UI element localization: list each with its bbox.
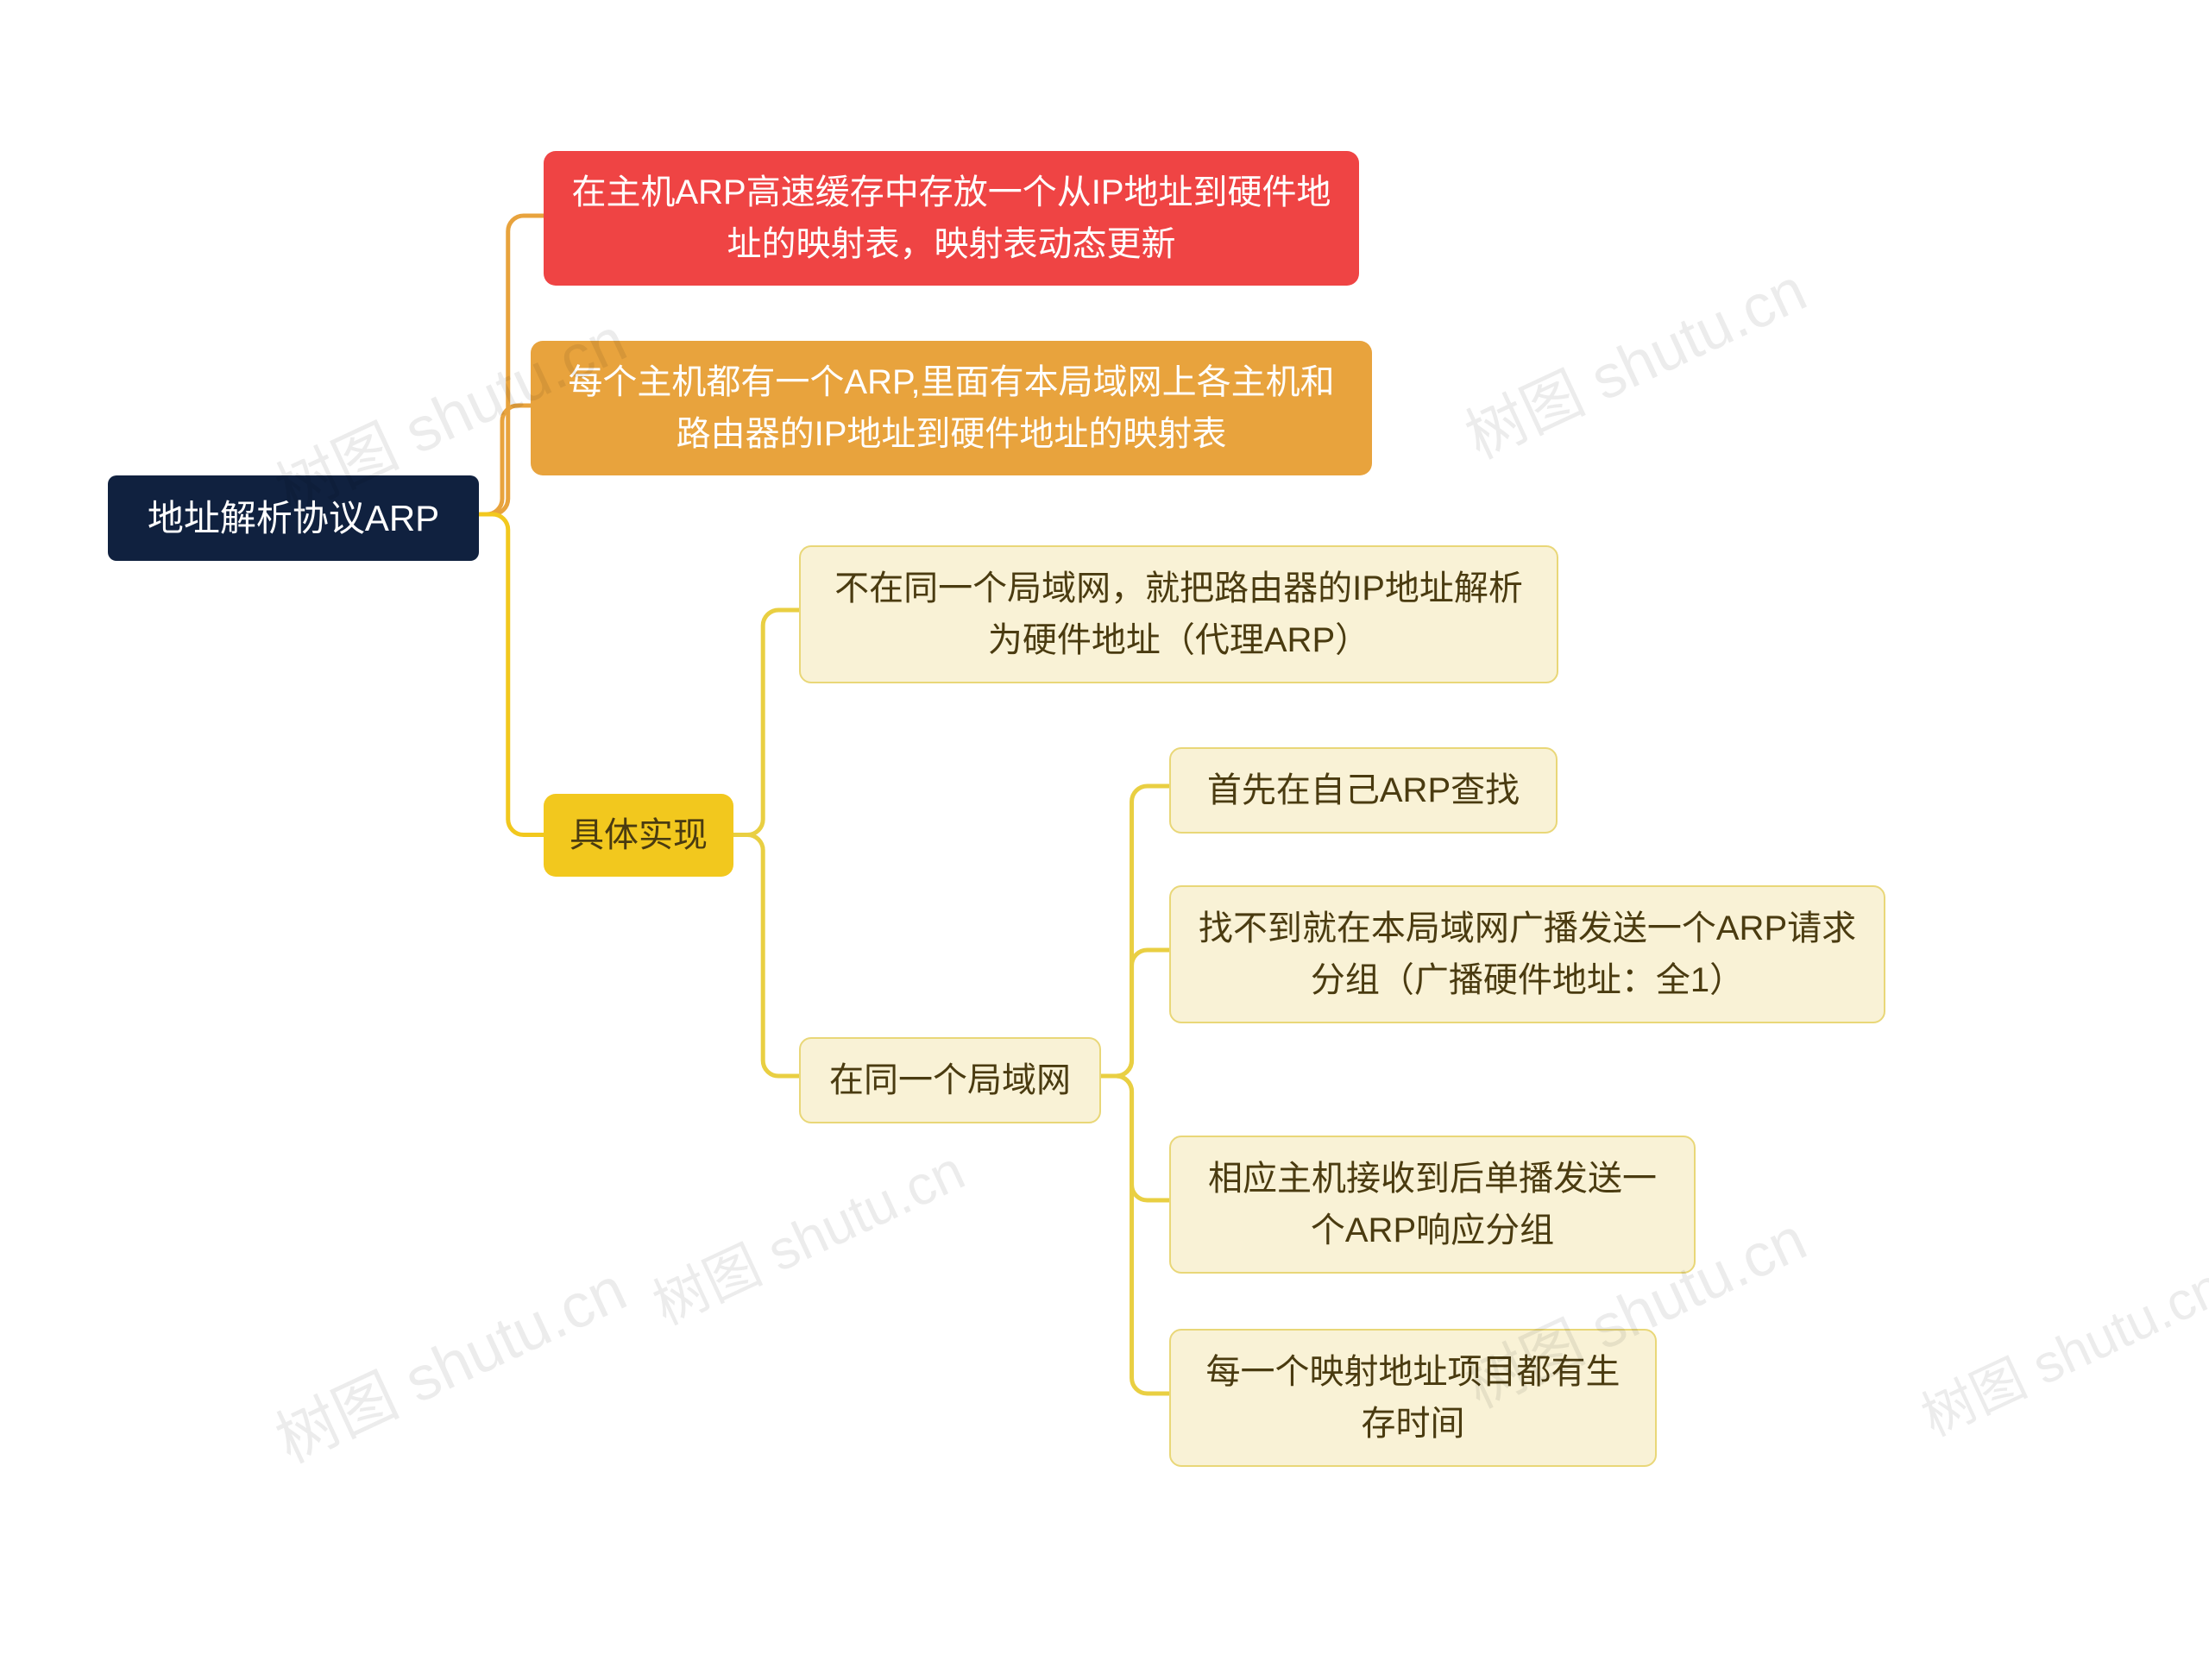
branch-label: 每个主机都有一个ARP,里面有本局域网上各主机和路由器的IP地址到硬件地址的映射… [555, 356, 1348, 460]
connector [733, 835, 799, 1077]
leaf-broadcast-request[interactable]: 找不到就在本局域网广播发送一个ARP请求分组（广播硬件地址：全1） [1169, 885, 1885, 1023]
branch-cache-table[interactable]: 在主机ARP高速缓存中存放一个从IP地址到硬件地址的映射表，映射表动态更新 [544, 151, 1359, 286]
child-same-lan[interactable]: 在同一个局域网 [799, 1037, 1101, 1123]
connector [1101, 786, 1169, 1076]
leaf-unicast-reply[interactable]: 相应主机接收到后单播发送一个ARP响应分组 [1169, 1136, 1696, 1274]
leaf-ttl[interactable]: 每一个映射地址项目都有生存时间 [1169, 1329, 1657, 1467]
branch-label: 具体实现 [570, 809, 708, 861]
watermark: 树图 shutu.cn [639, 1127, 975, 1340]
connector [1101, 1076, 1169, 1200]
child-label: 不在同一个局域网，就把路由器的IP地址解析为硬件地址（代理ARP） [825, 563, 1532, 666]
watermark: 树图 shutu.cn [1450, 242, 1818, 476]
branch-implementation[interactable]: 具体实现 [544, 794, 733, 877]
connector [1101, 1076, 1169, 1394]
leaf-label: 相应主机接收到后单播发送一个ARP响应分组 [1195, 1153, 1670, 1256]
connector [479, 406, 531, 514]
leaf-label: 每一个映射地址项目都有生存时间 [1195, 1346, 1631, 1450]
branch-per-host-arp[interactable]: 每个主机都有一个ARP,里面有本局域网上各主机和路由器的IP地址到硬件地址的映射… [531, 341, 1372, 475]
leaf-lookup-self[interactable]: 首先在自己ARP查找 [1169, 747, 1558, 834]
connector [733, 610, 799, 835]
child-proxy-arp[interactable]: 不在同一个局域网，就把路由器的IP地址解析为硬件地址（代理ARP） [799, 545, 1558, 683]
root-node[interactable]: 地址解析协议ARP [108, 475, 479, 561]
connector [479, 514, 544, 835]
watermark: 树图 shutu.cn [1907, 1243, 2209, 1450]
root-label: 地址解析协议ARP [148, 491, 439, 545]
watermark: 树图 shutu.cn [259, 1239, 639, 1481]
child-label: 在同一个局域网 [829, 1054, 1071, 1106]
leaf-label: 找不到就在本局域网广播发送一个ARP请求分组（广播硬件地址：全1） [1195, 903, 1860, 1006]
connector [1101, 950, 1169, 1076]
branch-label: 在主机ARP高速缓存中存放一个从IP地址到硬件地址的映射表，映射表动态更新 [568, 167, 1335, 270]
leaf-label: 首先在自己ARP查找 [1207, 764, 1520, 816]
